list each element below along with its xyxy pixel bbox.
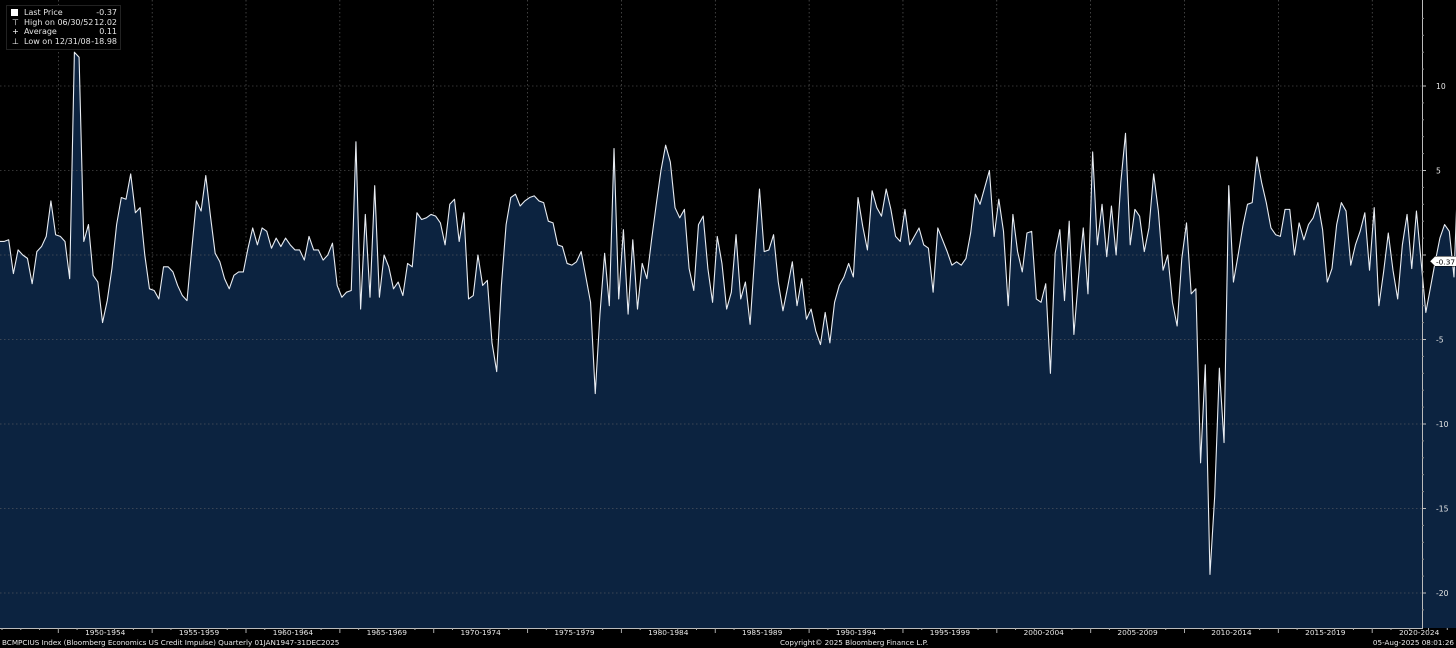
legend-high-label: High on 06/30/52 [24,17,94,27]
last-price-flag [1429,256,1456,267]
y-tick-label: 5 [1436,167,1441,176]
x-tick-label: 2010-2014 [1211,628,1252,637]
x-tick-label: 2020-2024 [1399,628,1440,637]
x-tick-label: 2005-2009 [1117,628,1158,637]
legend-high-value: 12.02 [94,17,117,27]
horizontal-gridlines [0,85,1422,594]
legend-last-value: -0.37 [96,8,117,17]
y-tick-label: -15 [1436,505,1449,514]
x-tick-label: 1955-1959 [179,628,220,637]
high-marker-icon: ⊤ [12,17,19,27]
x-tick-label: 1995-1999 [930,628,971,637]
y-tick-label: -10 [1436,420,1449,429]
x-tick-label: 2000-2004 [1024,628,1065,637]
legend-row-high: ⊤ High on 06/30/52 12.02 [11,18,117,28]
footer-timestamp: 05-Aug-2025 08:01:26 [1372,638,1454,647]
legend-average-value: 0.11 [99,27,117,37]
legend-row-average: + Average 0.11 [11,27,117,37]
legend-low-value: -18.98 [91,36,117,46]
y-tick-label: -20 [1436,589,1449,598]
y-tick-label: 10 [1436,82,1446,91]
footer-copyright: Copyright© 2025 Bloomberg Finance L.P. [780,638,929,647]
x-tick-label: 1965-1969 [367,628,408,637]
last-price-swatch-icon [11,9,18,17]
x-tick-label: 1985-1989 [742,628,783,637]
y-tick-label: -5 [1436,336,1444,345]
x-tick-label: 1970-1974 [460,628,501,637]
legend-last-label: Last Price [24,8,63,17]
legend-row-last: Last Price -0.37 [11,8,117,18]
x-tick-label: 1960-1964 [273,628,314,637]
low-marker-icon: ⊥ [12,36,19,46]
x-axis-ticks: 1950-1954 1955-1959 1960-1964 1965-1969 1970… [1,628,1448,637]
x-tick-label: 2015-2019 [1305,628,1346,637]
series-area [0,52,1456,628]
x-tick-label: 1975-1979 [554,628,595,637]
footer-ticker-description: BCMPCIUS Index (Bloomberg Economics US C… [2,638,340,647]
x-tick-label: 1990-1994 [836,628,877,637]
x-tick-label: 1980-1984 [648,628,689,637]
series-line [0,51,1456,575]
footer: BCMPCIUS Index (Bloomberg Economics US C… [0,636,1456,648]
average-marker-icon: + [12,27,19,37]
last-price-flag-label: -0.37 [1436,257,1455,266]
vertical-gridlines [58,0,1373,628]
legend-low-label: Low on 12/31/08 [24,36,91,46]
legend-row-low: ⊥ Low on 12/31/08 -18.98 [11,37,117,47]
legend: Last Price -0.37 ⊤ High on 06/30/52 12.02… [6,5,121,51]
x-tick-label: 1950-1954 [85,628,126,637]
last-price-marker: -0.37 [1429,256,1456,267]
legend-average-label: Average [24,27,57,37]
y-axis-ticks: 10 5 -5 -10 -15 -20 [1422,17,1449,611]
